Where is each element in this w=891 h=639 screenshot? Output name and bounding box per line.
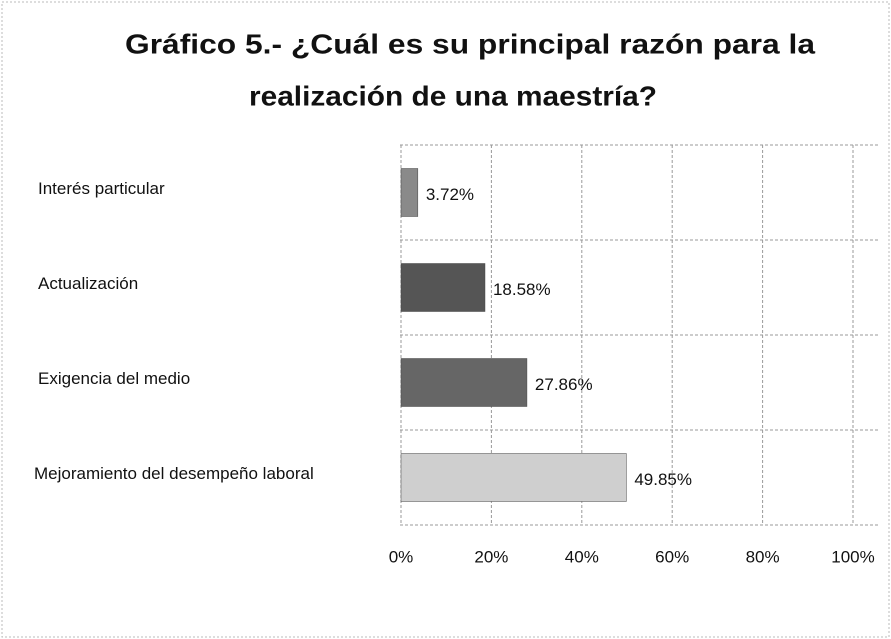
chart-title: realización de una maestría? [249,80,657,111]
bar [400,453,627,502]
x-tick-label: 60% [655,547,689,566]
x-tick-label: 80% [746,547,780,566]
chart-title: Gráfico 5.- ¿Cuál es su principal razón … [125,28,815,59]
x-tick-label: 40% [565,547,599,566]
x-tick-label: 100% [831,547,874,566]
x-tick-label: 0% [389,547,414,566]
data-label: 49.85% [634,470,692,489]
y-tick-label: Interés particular [38,179,165,198]
data-label: 18.58% [493,280,551,299]
y-tick-label: Exigencia del medio [38,369,190,388]
bar [400,263,486,312]
data-label: 27.86% [535,375,593,394]
bar [400,168,419,217]
x-tick-label: 20% [474,547,508,566]
data-label: 3.72% [426,185,474,204]
y-tick-label: Actualización [38,274,138,293]
y-tick-label: Mejoramiento del desempeño laboral [34,464,314,483]
row-lines [400,144,880,526]
bar [400,358,528,407]
